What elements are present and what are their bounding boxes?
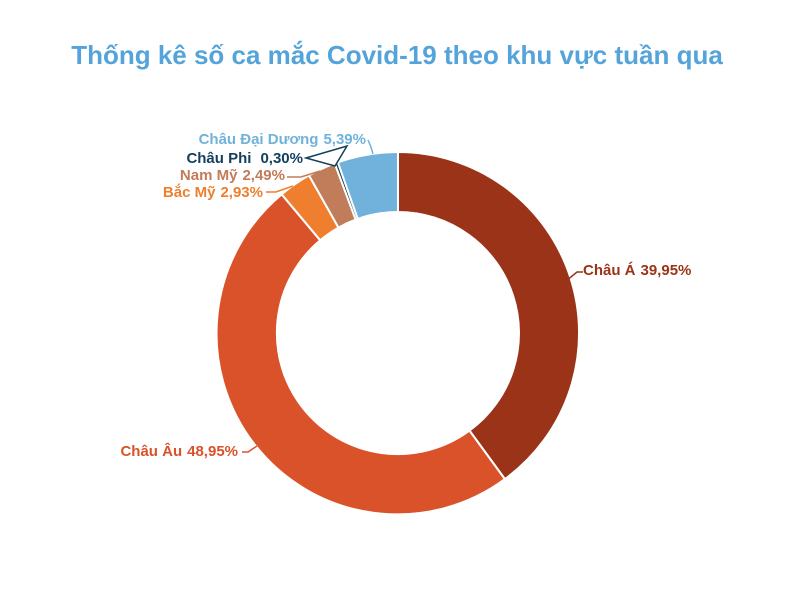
- slice-percent: 2,49%: [242, 167, 285, 184]
- donut-slice-chau-a[interactable]: [397, 151, 581, 481]
- slice-label-nam-my: Nam Mỹ 2,49%: [180, 167, 285, 184]
- slice-label-chau-dai-duong: Châu Đại Dương 5,39%: [199, 131, 366, 148]
- slice-name: Châu Đại Dương: [198, 131, 319, 148]
- leader-line-chau-dai-duong: [367, 139, 374, 155]
- slice-label-chau-phi: Châu Phi 0,30%: [186, 150, 303, 167]
- leader-line-nam-my: [287, 170, 321, 178]
- slice-name: Bắc Mỹ: [162, 184, 216, 201]
- slice-percent: 0,30%: [260, 150, 303, 167]
- slice-percent: 39,95%: [640, 262, 692, 279]
- donut-slice-chau-dai-duong[interactable]: [336, 151, 399, 220]
- leader-line-chau-a: [565, 271, 583, 282]
- slice-name: Châu Âu: [120, 443, 183, 460]
- chart-title: Thống kê số ca mắc Covid-19 theo khu vực…: [71, 40, 723, 70]
- slice-name: Châu Á: [583, 262, 636, 279]
- slice-percent: 5,39%: [323, 131, 366, 148]
- leader-wedge-chau-phi: [303, 144, 349, 167]
- slice-label-chau-a: Châu Á 39,95%: [583, 262, 691, 279]
- slice-label-bac-my: Bắc Mỹ 2,93%: [163, 184, 263, 201]
- slice-name: Nam Mỹ: [179, 167, 238, 184]
- slice-percent: 2,93%: [220, 184, 263, 201]
- slice-label-chau-au: Châu Âu 48,95%: [120, 443, 238, 460]
- leader-line-chau-au: [242, 445, 258, 453]
- donut-slice-chau-au[interactable]: [215, 193, 506, 516]
- leader-line-bac-my: [266, 185, 294, 193]
- slice-name: Châu Phi: [186, 150, 252, 167]
- slice-percent: 48,95%: [187, 443, 238, 460]
